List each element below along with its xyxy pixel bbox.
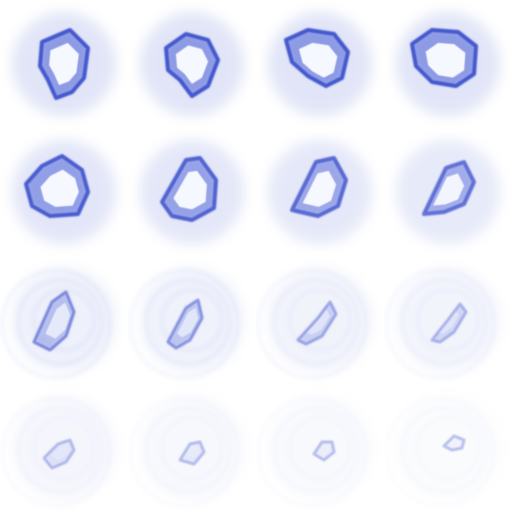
orb-edge	[284, 28, 350, 88]
orb-core	[184, 444, 200, 458]
orb-core	[173, 170, 207, 210]
sprite-frame	[256, 0, 384, 128]
orb-ring	[129, 397, 239, 507]
orb-core	[306, 308, 330, 335]
sprite-frame	[256, 384, 384, 512]
energy-orb-sprite	[257, 268, 372, 379]
orb-ring	[33, 417, 95, 479]
orb-ring	[17, 279, 103, 365]
orb-edge	[160, 156, 218, 222]
orb-edge	[430, 302, 468, 344]
orb-edge	[38, 28, 90, 100]
sprite-frame	[384, 384, 512, 512]
orb-edge	[410, 28, 478, 88]
energy-orb-sprite	[129, 268, 244, 379]
orb-edge	[442, 434, 466, 452]
orb-ring	[145, 407, 231, 493]
orb-core	[298, 42, 338, 78]
orb-core	[49, 42, 79, 86]
orb-edge	[42, 438, 76, 470]
orb-edge	[312, 440, 336, 462]
sprite-frame	[0, 0, 128, 128]
orb-edge	[24, 154, 90, 218]
orb-edge	[32, 290, 76, 352]
orb-ring	[273, 407, 359, 493]
orb-ring	[161, 289, 223, 351]
orb-edge	[422, 160, 476, 216]
sprite-frame	[128, 256, 256, 384]
energy-orb-sprite	[396, 396, 500, 500]
energy-orb-sprite	[268, 140, 372, 244]
orb-edge	[290, 156, 348, 218]
sprite-frame	[384, 256, 512, 384]
energy-orb-sprite	[1, 268, 116, 379]
orb-ring	[161, 417, 223, 479]
sprite-frame	[0, 384, 128, 512]
sprite-frame	[128, 128, 256, 256]
orb-ring	[401, 279, 487, 365]
sprite-frame	[128, 0, 256, 128]
orb-edge	[164, 32, 220, 98]
energy-orb-sprite	[12, 140, 116, 244]
energy-orb-sprite	[385, 268, 500, 379]
energy-orb-sprite	[140, 140, 244, 244]
orb-core	[175, 45, 209, 84]
orb-core	[40, 169, 79, 207]
orb-ring	[417, 289, 479, 351]
energy-orb-sprite	[140, 12, 244, 116]
sprite-frame	[384, 0, 512, 128]
energy-orb-sprite	[129, 396, 244, 507]
orb-ring	[1, 397, 111, 507]
orb-core	[177, 307, 199, 338]
energy-orb-sprite	[396, 12, 500, 116]
orb-core	[45, 302, 71, 339]
orb-ring	[17, 407, 103, 493]
orb-edge	[296, 300, 338, 346]
sprite-frame	[0, 128, 128, 256]
orb-ring	[273, 279, 359, 365]
sprite-frame	[256, 128, 384, 256]
orb-core	[433, 173, 465, 206]
sprite-frame	[256, 256, 384, 384]
energy-orb-sprite	[1, 396, 116, 507]
orb-ring	[1, 269, 111, 379]
orb-core	[316, 444, 329, 456]
orb-ring	[129, 269, 239, 379]
orb-ring	[257, 269, 367, 379]
energy-orb-sprite	[396, 140, 500, 244]
orb-core	[51, 443, 71, 461]
orb-ring	[257, 397, 367, 507]
energy-orb-sprite	[268, 12, 372, 116]
sprite-frame	[0, 256, 128, 384]
energy-orb-sprite	[12, 12, 116, 116]
orb-ring	[385, 269, 495, 379]
orb-edge	[178, 440, 206, 466]
orb-ring	[33, 289, 95, 351]
orb-ring	[289, 289, 351, 351]
orb-ring	[289, 417, 351, 479]
orb-ring	[145, 279, 231, 365]
orb-core	[302, 170, 337, 207]
sprite-frame	[384, 128, 512, 256]
sprite-frame	[128, 384, 256, 512]
energy-orb-sprite	[257, 396, 372, 507]
orb-edge	[166, 298, 204, 350]
orb-core	[425, 42, 466, 78]
